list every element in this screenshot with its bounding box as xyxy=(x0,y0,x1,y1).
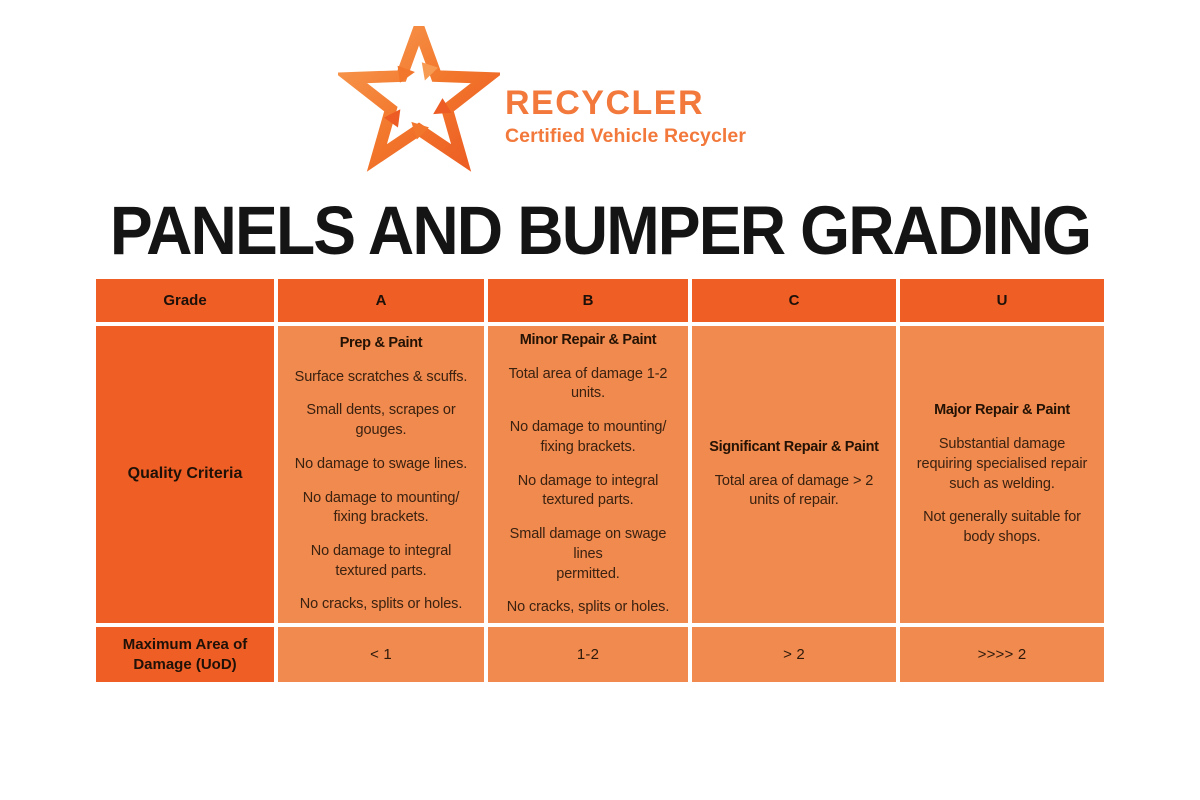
logo-tagline-text: Certified Vehicle Recycler xyxy=(505,125,747,147)
header-cell-a: A xyxy=(278,279,484,322)
cell-heading: Prep & Paint xyxy=(339,334,423,351)
cell-item: Total area of damage > 2 units of repair… xyxy=(714,472,874,509)
cell-item: No damage to swage lines. xyxy=(294,455,468,472)
cell-item: No damage to integral textured parts. xyxy=(310,542,452,579)
cell-item: No damage to mounting/ fixing brackets. xyxy=(509,419,667,455)
cell-item: No damage to mounting/ fixing brackets. xyxy=(302,489,460,526)
max-damage-value-a: < 1 xyxy=(278,627,484,682)
quality-cell-grade-c: Significant Repair & Paint Total area of… xyxy=(692,326,896,623)
quality-cell-grade-u: Major Repair & Paint Substantial damage … xyxy=(900,326,1104,623)
cell-item: Small dents, scrapes or gouges. xyxy=(306,402,456,439)
cell-heading: Major Repair & Paint xyxy=(934,402,1070,419)
cell-item: Small damage on swage lines permitted. xyxy=(509,526,667,582)
quality-cell-grade-a: Prep & Paint Surface scratches & scuffs.… xyxy=(278,326,484,623)
row-label-quality-criteria: Quality Criteria xyxy=(96,326,274,623)
max-damage-value-u: >>>> 2 xyxy=(900,627,1104,682)
title-wrap: PANELS AND BUMPER GRADING xyxy=(0,196,1200,265)
recycler-star-icon xyxy=(338,26,500,172)
logo: RECYCLER Certified Vehicle Recycler xyxy=(338,26,768,176)
page-title: PANELS AND BUMPER GRADING xyxy=(109,192,1092,269)
cell-item: Not generally suitable for body shops. xyxy=(923,509,1081,545)
cell-item: Surface scratches & scuffs. xyxy=(294,368,468,385)
cell-item: No cracks, splits or holes. xyxy=(299,596,463,613)
header-cell-b: B xyxy=(488,279,688,322)
logo-text: RECYCLER Certified Vehicle Recycler xyxy=(505,86,775,147)
cell-item: No cracks, splits or holes. xyxy=(506,599,670,616)
cell-item: Substantial damage requiring specialised… xyxy=(916,436,1088,492)
cell-heading: Significant Repair & Paint xyxy=(709,438,879,455)
header-cell-grade: Grade xyxy=(96,279,274,322)
quality-cell-grade-b: Minor Repair & Paint Total area of damag… xyxy=(488,326,688,623)
header-cell-c: C xyxy=(692,279,896,322)
logo-brand-text: RECYCLER xyxy=(505,84,705,122)
max-damage-value-b: 1-2 xyxy=(488,627,688,682)
row-label-max-damage: Maximum Area of Damage (UoD) xyxy=(96,627,274,682)
cell-item: No damage to integral textured parts. xyxy=(517,472,659,509)
header-cell-u: U xyxy=(900,279,1104,322)
grading-table: Grade A B C U Quality Criteria Prep & Pa… xyxy=(96,279,1104,682)
cell-heading: Minor Repair & Paint xyxy=(519,332,657,349)
cell-item: Total area of damage 1-2 units. xyxy=(508,365,668,402)
max-damage-value-c: > 2 xyxy=(692,627,896,682)
